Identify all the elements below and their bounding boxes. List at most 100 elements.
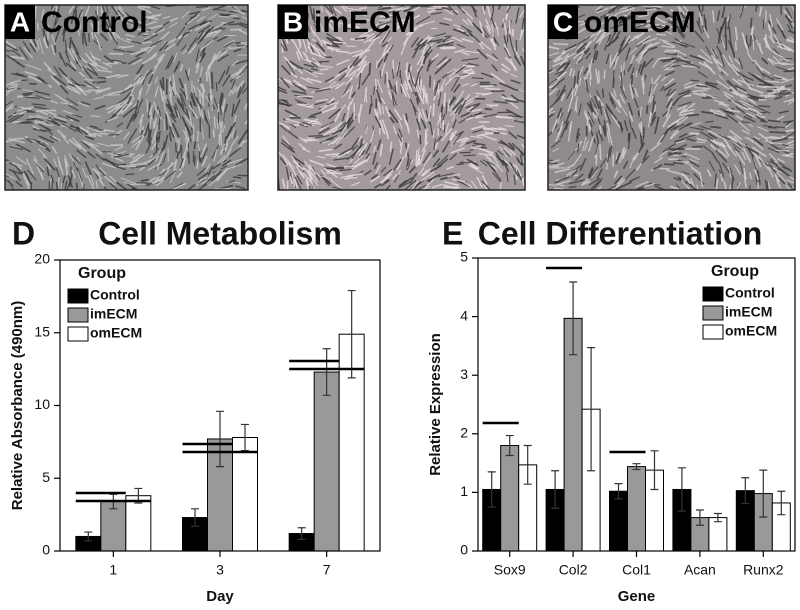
cell xyxy=(573,76,577,89)
cell xyxy=(327,37,339,42)
cell xyxy=(627,102,633,116)
cell xyxy=(738,58,744,70)
cell xyxy=(101,8,106,25)
cell xyxy=(314,101,326,106)
cell xyxy=(89,115,101,118)
panel-letter: A xyxy=(10,6,30,37)
cell xyxy=(667,120,680,128)
error-bar xyxy=(297,527,306,540)
cell xyxy=(431,183,443,189)
cell xyxy=(685,12,690,23)
cell xyxy=(53,13,59,26)
cell xyxy=(197,103,202,116)
cell xyxy=(127,57,141,65)
cell xyxy=(130,49,148,56)
cell xyxy=(554,175,571,184)
cell xyxy=(753,59,763,72)
cell xyxy=(748,55,754,63)
cell xyxy=(676,105,688,111)
cell xyxy=(208,14,218,20)
cell xyxy=(306,40,319,53)
cell xyxy=(748,109,758,115)
legend-title: Group xyxy=(711,263,759,280)
cell xyxy=(568,185,577,189)
cell xyxy=(86,67,99,77)
cell xyxy=(752,108,762,115)
cell xyxy=(76,26,81,36)
cell xyxy=(504,147,513,156)
cell xyxy=(33,90,51,96)
cell xyxy=(471,165,479,171)
cell xyxy=(186,14,200,24)
cell xyxy=(613,170,619,179)
cell xyxy=(726,14,731,22)
cell xyxy=(746,112,758,119)
cell xyxy=(33,158,45,171)
cell xyxy=(51,176,54,190)
cell xyxy=(472,128,483,134)
error-bar xyxy=(551,470,560,509)
cell xyxy=(379,13,397,18)
cell xyxy=(490,90,505,93)
cell xyxy=(148,137,153,146)
x-tick-label: Sox9 xyxy=(494,562,526,578)
cell xyxy=(503,35,508,49)
cell xyxy=(302,121,312,127)
cell xyxy=(305,178,310,187)
cell xyxy=(384,184,391,190)
cell xyxy=(377,58,383,68)
cell xyxy=(414,71,420,88)
cell xyxy=(606,131,610,144)
cell xyxy=(96,39,102,51)
cell xyxy=(143,20,157,27)
cell xyxy=(365,143,372,155)
cell xyxy=(87,62,98,75)
cell xyxy=(81,66,93,80)
cell xyxy=(560,122,568,139)
cell xyxy=(312,72,324,75)
cell xyxy=(370,175,381,183)
cell xyxy=(291,90,307,95)
cell xyxy=(559,84,566,96)
cell xyxy=(616,181,632,190)
cell xyxy=(318,127,330,135)
cell xyxy=(94,10,99,21)
cell xyxy=(284,157,295,170)
cell xyxy=(578,26,589,34)
image-label: omECM xyxy=(584,6,696,39)
cell xyxy=(755,39,764,55)
cell xyxy=(310,52,326,59)
y-tick-label: 1 xyxy=(460,483,468,499)
cell xyxy=(685,61,701,69)
cell xyxy=(508,25,512,36)
cell xyxy=(482,159,496,166)
cell xyxy=(120,7,130,20)
cell xyxy=(200,147,208,164)
cell xyxy=(436,58,449,68)
cell xyxy=(179,158,184,169)
cell xyxy=(189,15,198,19)
cell xyxy=(80,127,89,132)
cell xyxy=(441,7,453,11)
cell xyxy=(57,129,67,139)
cell xyxy=(123,132,130,140)
chart-title: Cell Metabolism xyxy=(98,215,342,251)
cell xyxy=(651,111,657,122)
cell xyxy=(237,129,248,145)
cell xyxy=(186,37,198,51)
cell xyxy=(478,20,484,38)
cell xyxy=(571,83,577,96)
cell xyxy=(592,50,597,64)
cell xyxy=(595,142,599,155)
cell xyxy=(398,120,403,130)
cell xyxy=(388,109,399,124)
cell xyxy=(449,96,457,106)
cell xyxy=(387,89,393,100)
cell xyxy=(712,9,715,23)
cell xyxy=(358,55,367,67)
cell xyxy=(624,120,629,132)
cell xyxy=(437,36,451,45)
cell xyxy=(219,120,224,137)
cell xyxy=(139,119,143,133)
panel-letter-box xyxy=(5,5,35,39)
